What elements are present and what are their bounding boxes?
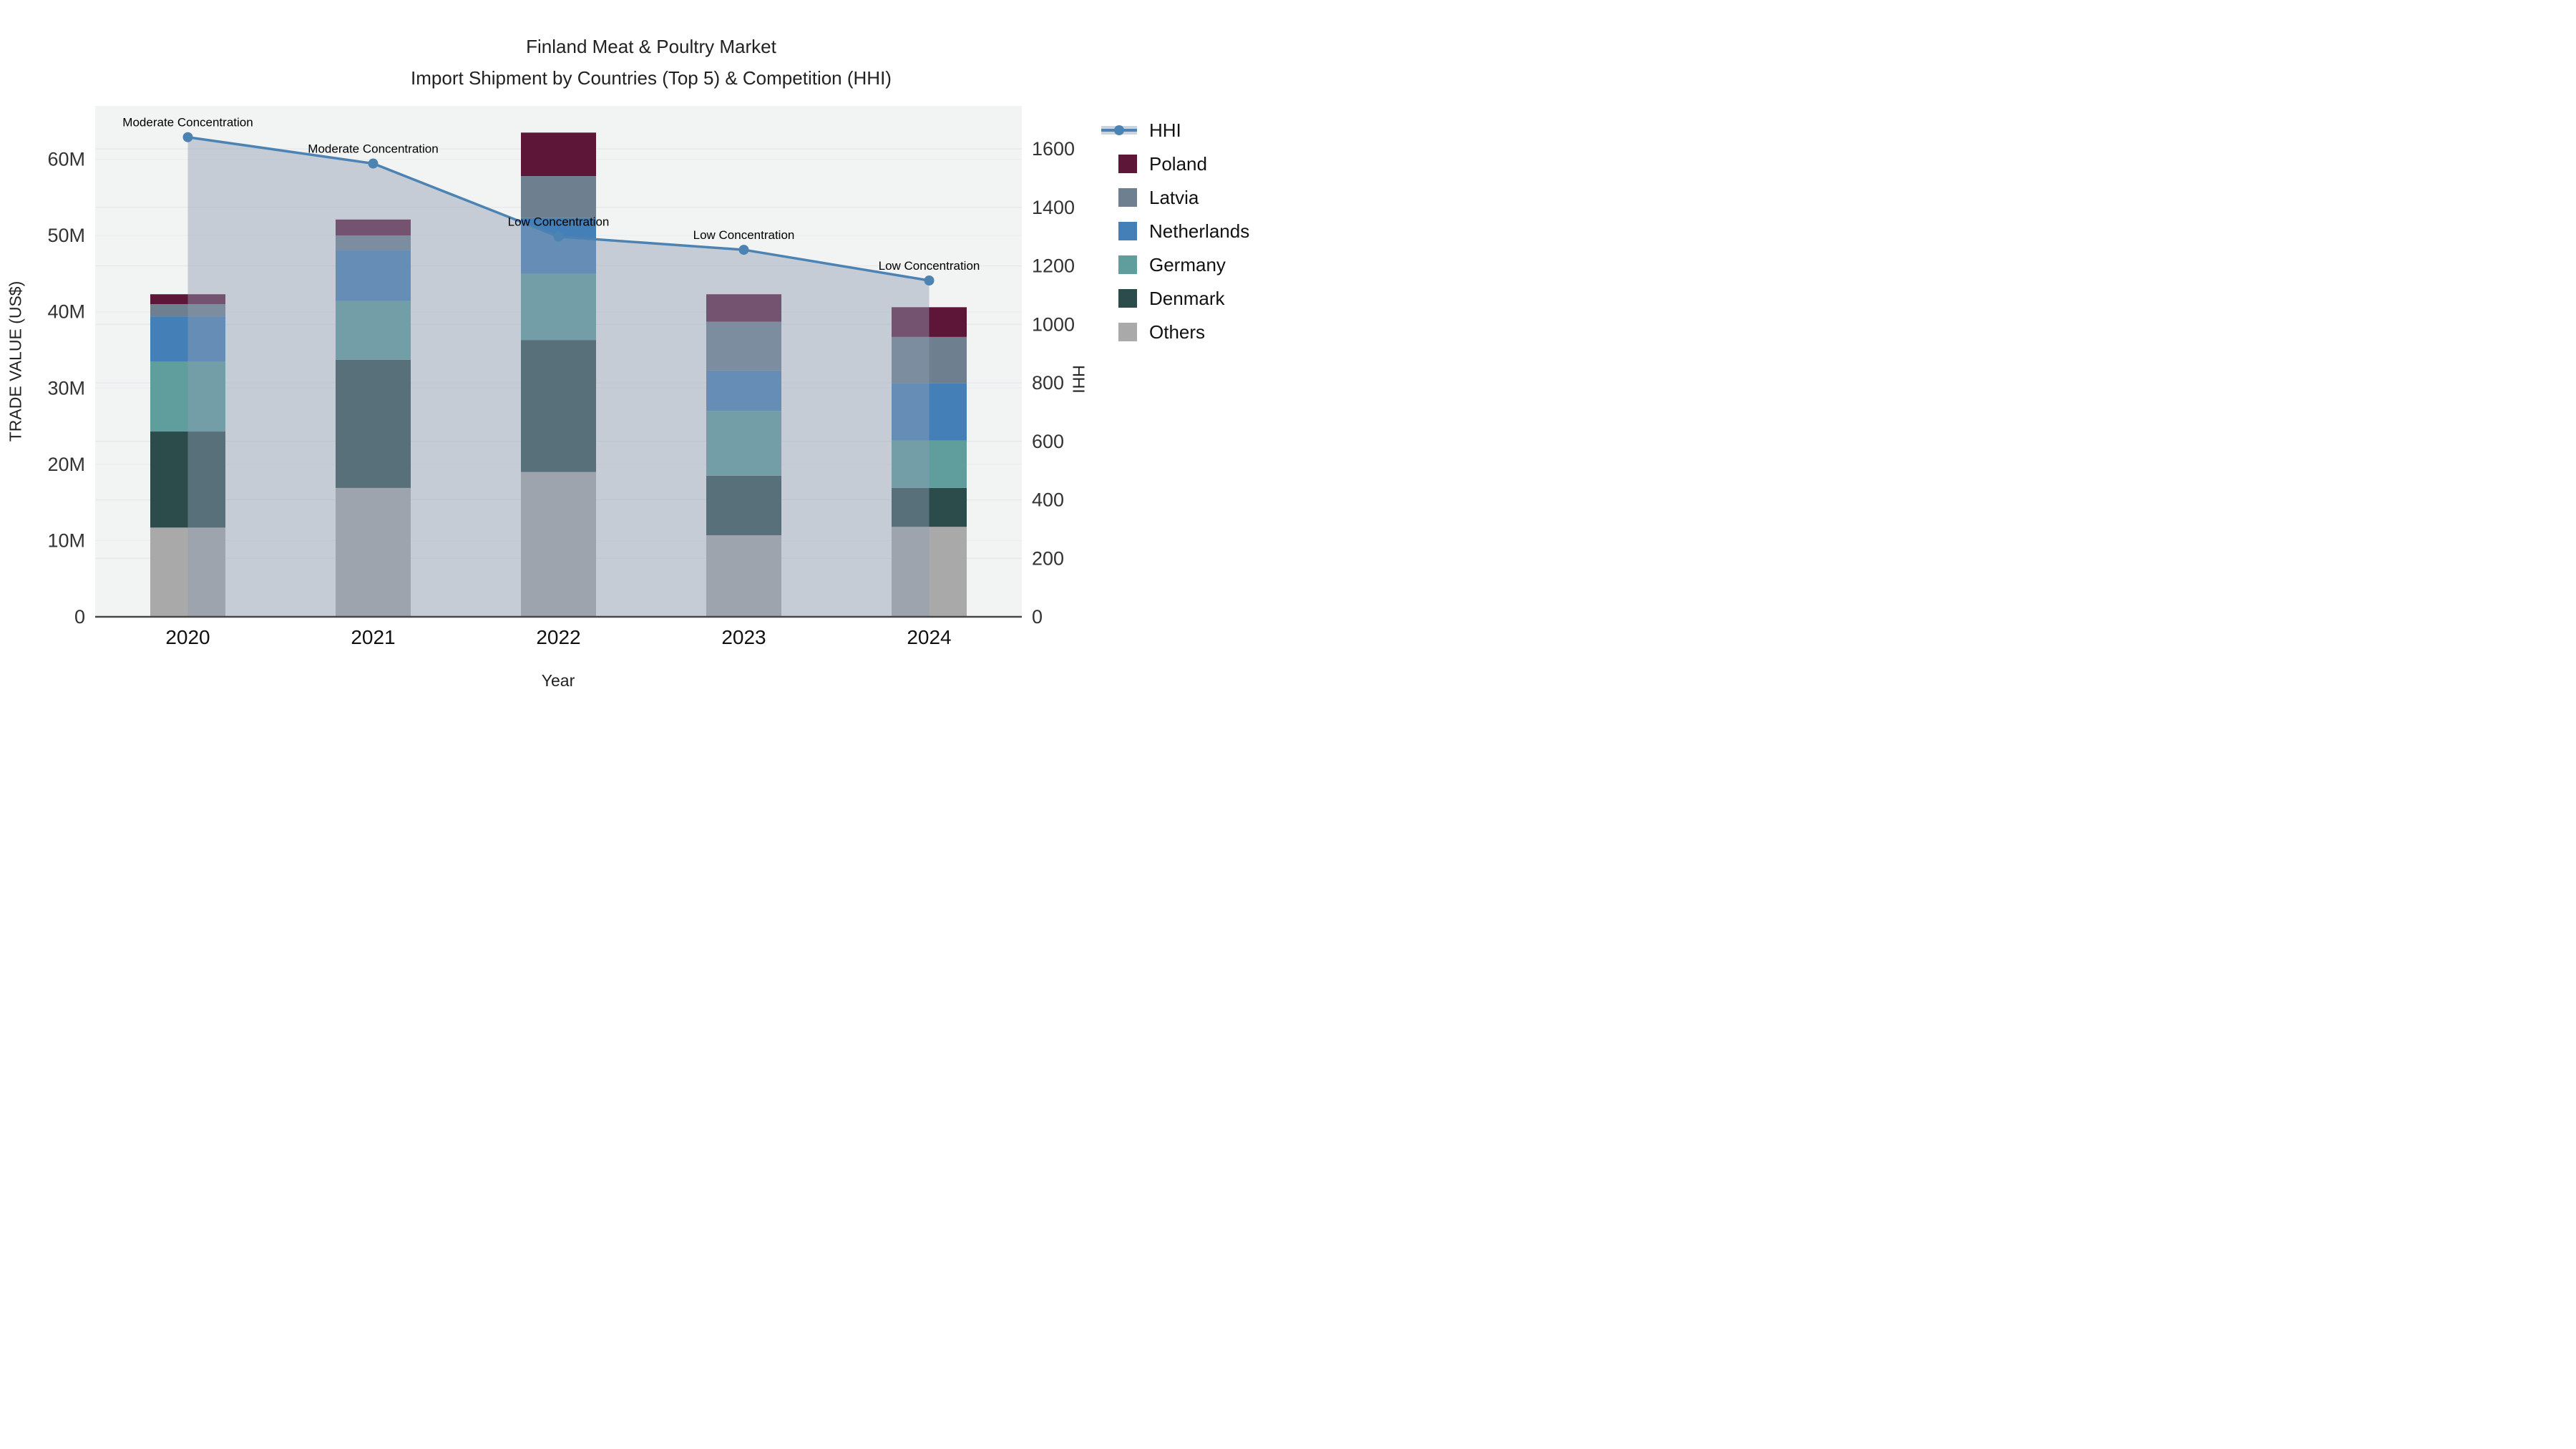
bar-segment-2024-latvia [892, 336, 967, 384]
bar-segment-2023-netherlands [706, 370, 781, 411]
bar-segment-2022-poland [521, 132, 596, 177]
bar-segment-2024-germany [892, 440, 967, 488]
legend-swatch-cell [1101, 255, 1137, 274]
legend-item-germany[interactable]: Germany [1101, 255, 1249, 274]
legend-swatch-cell [1101, 155, 1137, 173]
y-right-tick-0: 0 [1032, 606, 1043, 628]
annotation-2020: Moderate Concentration [122, 116, 253, 130]
bar-segment-2021-poland [336, 219, 411, 236]
y-right-tick-400: 400 [1032, 489, 1064, 511]
bar-segment-2023-germany [706, 411, 781, 476]
bar-segment-2024-denmark [892, 487, 967, 527]
hhi-marker-2024 [924, 275, 935, 286]
bar-segment-2024-netherlands [892, 383, 967, 441]
hhi-line-icon [1101, 121, 1137, 140]
y-left-tick-40M: 40M [47, 301, 85, 323]
y-right-tick-200: 200 [1032, 547, 1064, 569]
bar-segment-2020-germany [150, 361, 225, 432]
annotation-2021: Moderate Concentration [308, 142, 438, 156]
legend-swatch-cell [1101, 289, 1137, 308]
legend-color-swatch [1118, 255, 1137, 274]
legend-swatch-cell [1101, 323, 1137, 341]
hhi-marker-2020 [182, 132, 193, 142]
bar-segment-2024-poland [892, 307, 967, 337]
legend-color-swatch [1118, 323, 1137, 341]
legend-label: HHI [1149, 119, 1181, 141]
bar-segment-2020-poland [150, 294, 225, 305]
x-tick-2020: 2020 [165, 626, 210, 648]
bar-segment-2022-others [521, 472, 596, 617]
hhi-marker-2022 [553, 231, 564, 242]
legend-label: Germany [1149, 254, 1226, 275]
legend-item-poland[interactable]: Poland [1101, 155, 1249, 173]
legend-color-swatch [1118, 155, 1137, 173]
annotation-2024: Low Concentration [879, 259, 980, 273]
bar-segment-2020-others [150, 527, 225, 617]
legend-label: Netherlands [1149, 220, 1250, 242]
bar-segment-2021-latvia [336, 235, 411, 250]
legend: HHI Poland Latvia Netherlands Germany Denmark… [1101, 121, 1249, 341]
y-right-tick-800: 800 [1032, 372, 1064, 394]
legend-color-swatch [1118, 188, 1137, 207]
bar-segment-2023-poland [706, 294, 781, 322]
bar-segment-2022-denmark [521, 340, 596, 472]
chart-title: Finland Meat & Poultry Market [526, 36, 776, 57]
hhi-area-fill [187, 137, 930, 618]
legend-label: Denmark [1149, 288, 1225, 309]
legend-label: Latvia [1149, 187, 1199, 208]
x-tick-2024: 2024 [907, 626, 951, 648]
bar-segment-2022-germany [521, 273, 596, 341]
legend-swatch-cell [1101, 188, 1137, 207]
bar-segment-2020-denmark [150, 431, 225, 528]
y-left-tick-0: 0 [74, 606, 85, 628]
y-left-axis-title: TRADE VALUE (US$) [6, 280, 25, 442]
bar-segment-2023-others [706, 535, 781, 617]
legend-item-hhi[interactable]: HHI [1101, 121, 1249, 140]
legend-label: Poland [1149, 153, 1207, 175]
legend-color-swatch [1118, 289, 1137, 308]
y-right-tick-1200: 1200 [1032, 255, 1075, 277]
hhi-marker-2021 [368, 158, 379, 169]
legend-item-others[interactable]: Others [1101, 323, 1249, 341]
y-right-tick-1000: 1000 [1032, 313, 1075, 335]
chart-subtitle: Import Shipment by Countries (Top 5) & C… [411, 67, 892, 89]
legend-swatch-cell [1101, 222, 1137, 240]
y-left-tick-30M: 30M [47, 377, 85, 399]
chart-figure: Finland Meat & Poultry Market Import Shi… [0, 0, 1288, 725]
bar-segment-2023-denmark [706, 475, 781, 535]
bar-segment-2020-latvia [150, 304, 225, 317]
legend-item-denmark[interactable]: Denmark [1101, 289, 1249, 308]
y-left-tick-50M: 50M [47, 225, 85, 246]
x-axis-title: Year [541, 671, 575, 690]
y-left-tick-60M: 60M [47, 149, 85, 170]
plot-area-svg: 0 10M 20M 30M 40M 50M 60M 0 200 400 600 800 1000 1200… [47, 106, 1075, 648]
bar-segment-2021-germany [336, 301, 411, 360]
legend-label: Others [1149, 321, 1206, 343]
bar-segment-2021-denmark [336, 359, 411, 488]
legend-color-swatch [1118, 222, 1137, 240]
bar-segment-2021-netherlands [336, 250, 411, 301]
hhi-marker-2023 [738, 245, 749, 255]
x-tick-2021: 2021 [351, 626, 395, 648]
y-left-tick-10M: 10M [47, 530, 85, 551]
y-right-tick-1600: 1600 [1032, 138, 1075, 160]
legend-item-netherlands[interactable]: Netherlands [1101, 222, 1249, 240]
bar-segment-2021-others [336, 487, 411, 617]
legend-swatch-cell [1101, 121, 1137, 140]
y-right-tick-1400: 1400 [1032, 197, 1075, 218]
bar-segment-2022-latvia [521, 176, 596, 218]
y-left-tick-20M: 20M [47, 454, 85, 475]
annotation-2022: Low Concentration [508, 215, 610, 229]
bar-segment-2024-others [892, 527, 967, 617]
y-right-axis-title: HHI [1069, 365, 1088, 394]
bar-segment-2023-latvia [706, 321, 781, 371]
x-tick-2022: 2022 [536, 626, 580, 648]
x-tick-2023: 2023 [721, 626, 766, 648]
legend-item-latvia[interactable]: Latvia [1101, 188, 1249, 207]
annotation-2023: Low Concentration [693, 228, 795, 242]
bar-segment-2020-netherlands [150, 316, 225, 361]
y-right-tick-600: 600 [1032, 431, 1064, 452]
